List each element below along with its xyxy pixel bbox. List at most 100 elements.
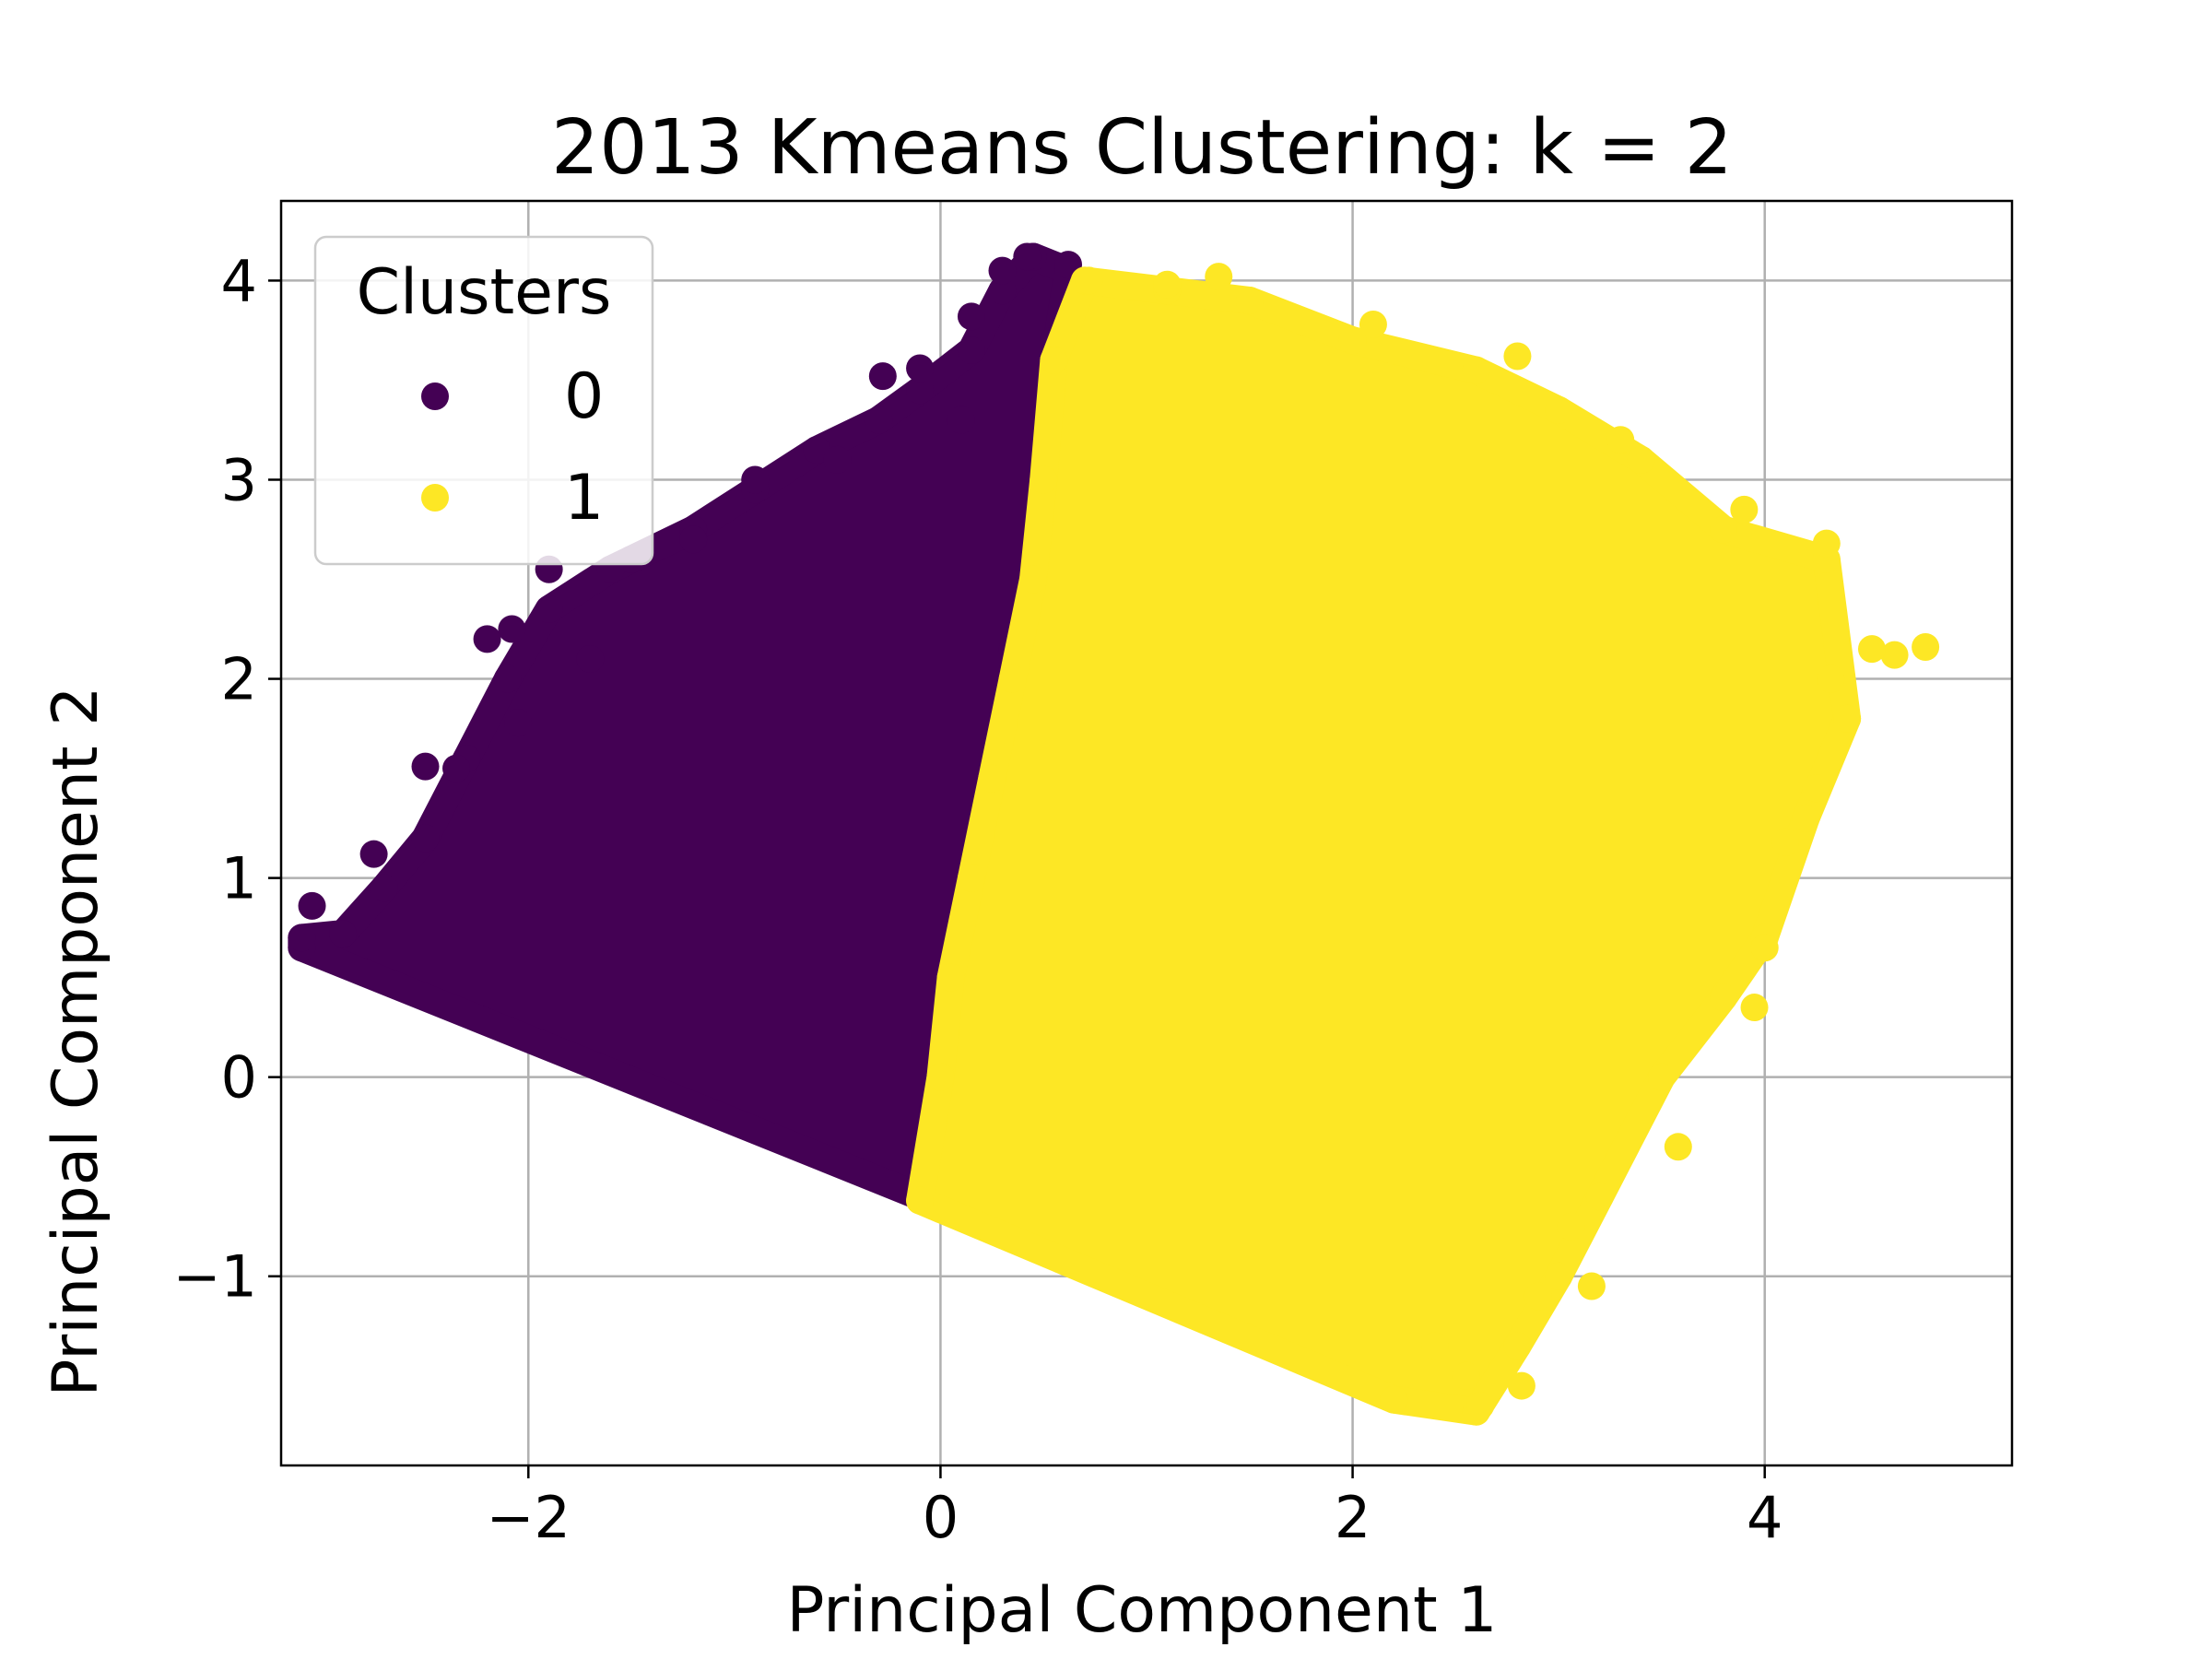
cluster-1-point — [1075, 266, 1103, 295]
plot-frame — [279, 199, 2014, 1467]
cluster-1-edge-point — [957, 864, 985, 892]
cluster-0-point — [359, 840, 388, 868]
cluster-1-point — [1912, 632, 1940, 661]
cluster-1-edge-point — [1019, 565, 1048, 594]
cluster-1-point — [1606, 426, 1635, 454]
y-tick-label: 4 — [221, 247, 257, 314]
cluster-0-point — [823, 445, 852, 474]
cluster-0-point — [411, 752, 440, 781]
y-axis-label: Principal Component 2 — [40, 686, 112, 1396]
cluster-1-point — [1466, 1392, 1495, 1420]
cluster-1-edge-point — [906, 1186, 935, 1215]
legend-marker-1 — [421, 484, 449, 512]
cluster-1-edge-point — [1545, 395, 1573, 424]
cluster-1-point — [1557, 1212, 1585, 1241]
legend-marker-0 — [421, 382, 449, 410]
cluster-0-point — [442, 754, 471, 782]
cluster-0-edge-point — [329, 920, 358, 948]
cluster-0-point — [498, 615, 526, 643]
cluster-0-point — [957, 302, 985, 331]
cluster-0-point — [679, 525, 708, 554]
cluster-0-edge-point — [493, 665, 522, 693]
cluster-0-edge-point — [988, 276, 1017, 305]
cluster-0-edge-point — [288, 924, 316, 952]
cluster-0-edge-point — [370, 874, 398, 902]
cluster-1-edge-point — [1040, 346, 1068, 374]
cluster-1-edge-point — [1503, 1332, 1532, 1360]
cluster-0-point — [741, 465, 770, 494]
cluster-1-point — [1205, 263, 1233, 291]
cluster-0-point — [906, 354, 935, 382]
cluster-0-point — [504, 709, 533, 737]
cluster-0-edge-point — [411, 824, 440, 853]
cluster-1-edge-point — [1338, 326, 1367, 355]
legend-box — [313, 235, 654, 566]
cluster-1-edge-point — [1545, 1262, 1573, 1290]
cluster-0-edge-point — [957, 336, 985, 365]
cluster-1-edge-point — [1833, 704, 1862, 733]
cluster-1-edge-point — [1030, 465, 1058, 494]
cluster-0-point — [576, 644, 605, 673]
axis-ticks: −2 0 2 4 −1 0 1 2 3 4 — [173, 247, 1783, 1551]
cluster-1-point — [1153, 270, 1182, 299]
cluster-1-point — [1817, 665, 1845, 693]
cluster-1-point — [1740, 994, 1769, 1022]
cluster-1-edge-point — [1380, 1385, 1408, 1414]
cluster-1-point — [1359, 310, 1387, 338]
y-tick-label: 1 — [221, 845, 257, 912]
cluster-0-point — [298, 891, 326, 920]
cluster-1-edge-point — [1627, 445, 1655, 474]
y-tick-label: 3 — [221, 446, 257, 513]
cluster-1-edge-point — [926, 1063, 955, 1091]
clusters-layer — [288, 242, 1940, 1426]
cluster-0-point — [947, 406, 975, 434]
cluster-1-point — [1524, 1282, 1552, 1311]
legend-title: Clusters — [357, 256, 612, 329]
x-axis-label: Principal Component 1 — [786, 1574, 1497, 1647]
cluster-1-point — [1507, 1371, 1535, 1400]
cluster-1-edge-point — [936, 963, 965, 992]
legend-label-0: 0 — [564, 360, 604, 433]
cluster-1-region — [906, 266, 1862, 1426]
cluster-0-point — [988, 256, 1017, 285]
cluster-1-point — [1812, 529, 1841, 558]
cluster-0-edge-point — [535, 594, 563, 623]
legend-label-1: 1 — [564, 462, 604, 535]
cluster-1-point — [1503, 342, 1532, 371]
cluster-1-point — [1452, 1361, 1480, 1390]
cluster-0-point — [868, 362, 897, 391]
y-tick-label: 0 — [221, 1044, 257, 1112]
cluster-1 — [906, 263, 1940, 1426]
cluster-0-edge-point — [865, 406, 893, 434]
cluster-1-edge-point — [1585, 1182, 1614, 1211]
cluster-1-point — [1802, 774, 1830, 803]
cluster-1-edge-point — [1647, 1063, 1676, 1091]
legend: Clusters 0 1 — [313, 235, 654, 566]
cluster-0-edge-point — [803, 436, 831, 465]
cluster-1-point — [1421, 1332, 1449, 1360]
cluster-1-edge-point — [1710, 983, 1737, 1012]
x-tick-label: 2 — [1335, 1484, 1371, 1551]
cluster-0-point — [1013, 242, 1041, 271]
cluster-1-point — [1880, 641, 1909, 669]
cluster-1-point — [1750, 934, 1779, 962]
cluster-1-point — [1771, 828, 1800, 856]
cluster-1-edge-point — [1710, 515, 1737, 544]
x-tick-label: 4 — [1747, 1484, 1783, 1551]
cluster-1-point — [1857, 635, 1886, 664]
cluster-1-edge-point — [1462, 356, 1490, 384]
cluster-1-edge-point — [1235, 287, 1264, 315]
y-tick-label: 2 — [221, 646, 257, 713]
y-tick-label: −1 — [173, 1243, 257, 1311]
cluster-1-point — [1730, 495, 1759, 524]
x-tick-label: −2 — [487, 1484, 571, 1551]
cluster-1-edge-point — [978, 764, 1006, 793]
cluster-0-point — [473, 625, 501, 653]
cluster-1-point — [1577, 1272, 1606, 1300]
cluster-1-edge-point — [998, 665, 1027, 693]
chart-title: 2013 Kmeans Clustering: k = 2 — [551, 104, 1733, 192]
cluster-1-point — [1664, 1133, 1692, 1161]
cluster-0-edge-point — [906, 376, 935, 405]
cluster-1-edge-point — [1792, 804, 1820, 832]
